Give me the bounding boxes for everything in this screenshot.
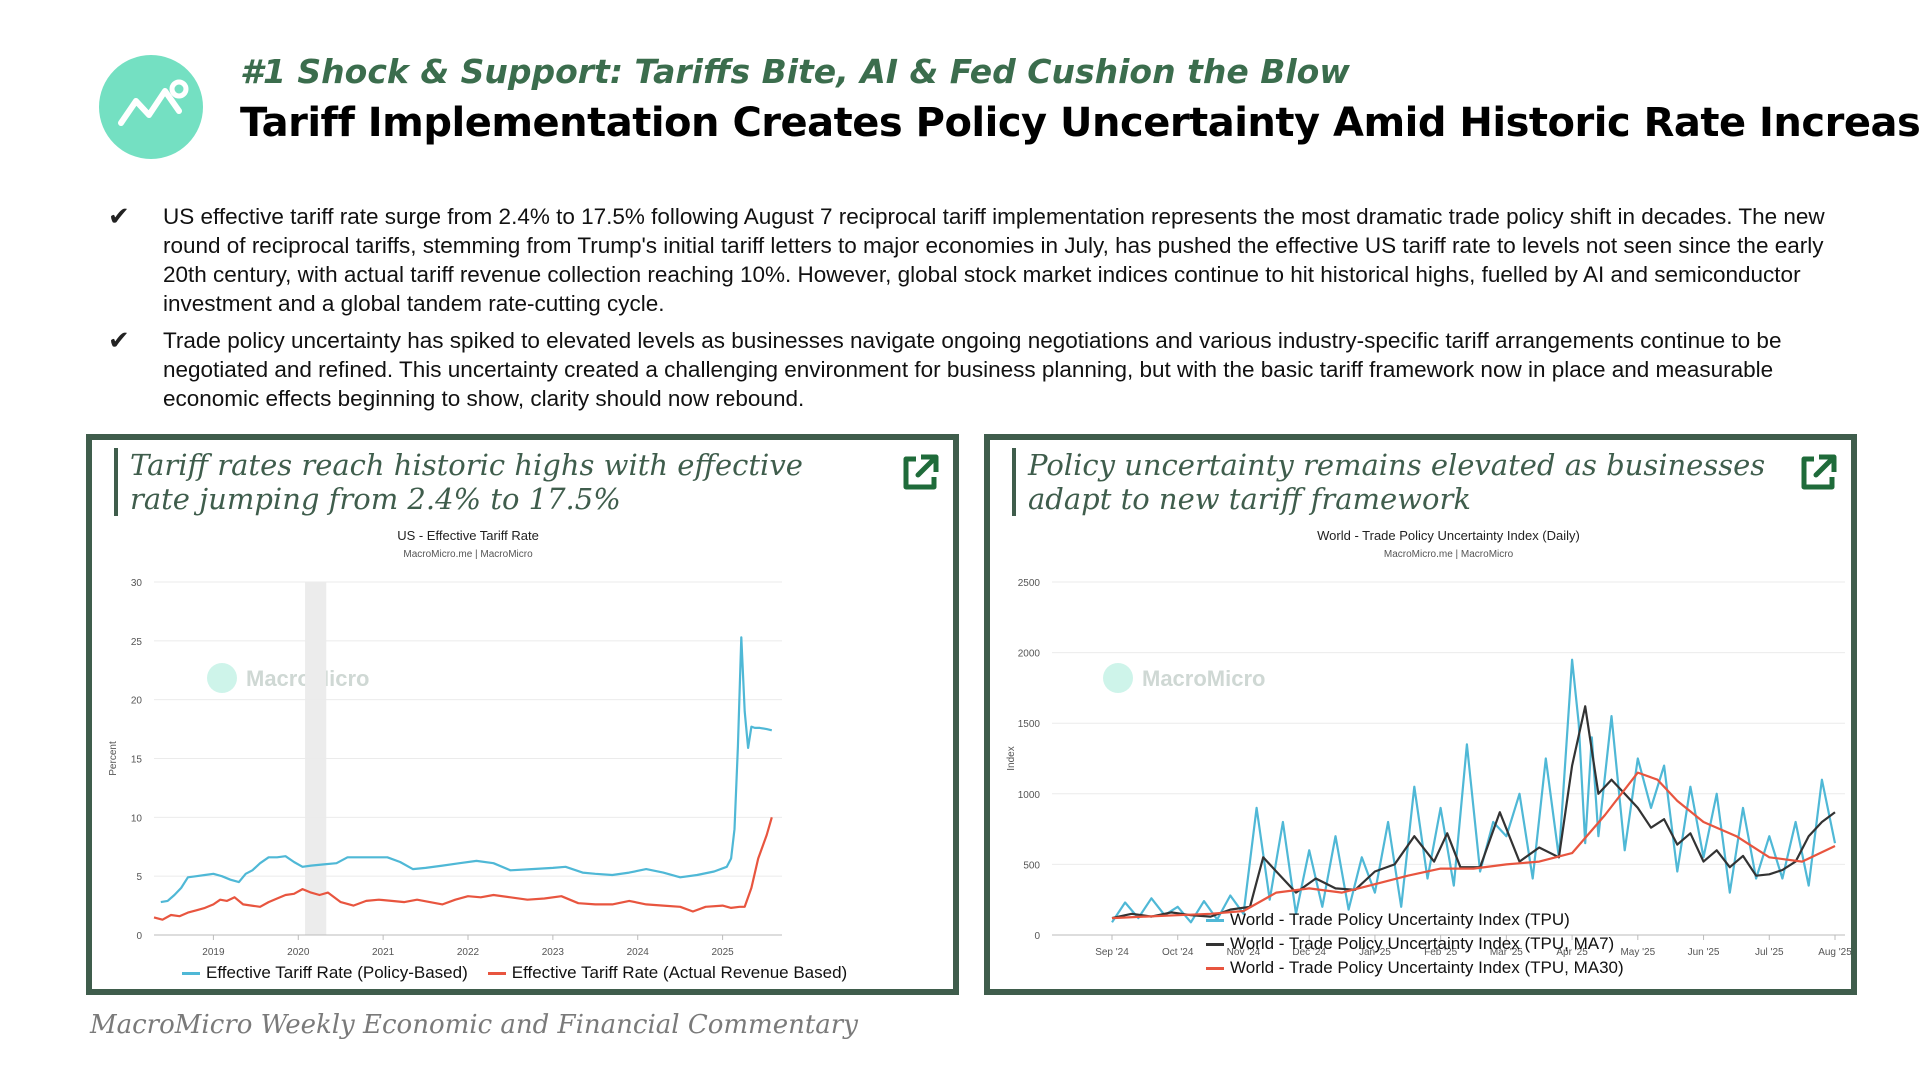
x-tick-label: Jun '25 (1688, 947, 1720, 958)
x-tick-label: 2025 (711, 947, 734, 958)
series-line (1111, 658, 1837, 924)
x-tick-label: Aug '25 (1818, 947, 1851, 958)
legend-swatch (1206, 942, 1224, 946)
x-tick-label: 2020 (287, 947, 310, 958)
y-tick-label: 20 (131, 696, 143, 707)
chart-title: World - Trade Policy Uncertainty Index (… (1317, 530, 1580, 543)
series-line (1111, 705, 1836, 920)
x-tick-label: 2024 (627, 947, 650, 958)
uncertainty-chart-panel: Policy uncertainty remains elevated as b… (984, 434, 1857, 995)
legend-swatch (1206, 918, 1224, 922)
x-tick-label: Apr '25 (1556, 947, 1588, 958)
bullet-text: US effective tariff rate surge from 2.4%… (163, 204, 1825, 316)
bullet-item: ✔ Trade policy uncertainty has spiked to… (108, 326, 1853, 413)
legend-label: Effective Tariff Rate (Actual Revenue Ba… (511, 963, 848, 982)
panel-heading: Policy uncertainty remains elevated as b… (1012, 448, 1768, 516)
x-tick-label: 2022 (457, 947, 480, 958)
y-axis-label: Percent (108, 741, 119, 776)
y-tick-label: 10 (131, 813, 143, 824)
external-link-icon[interactable] (1797, 452, 1839, 494)
brand-logo (99, 55, 203, 159)
bullet-list: ✔ US effective tariff rate surge from 2.… (108, 202, 1853, 421)
chart-subtitle: MacroMicro.me | MacroMicro (403, 549, 533, 560)
page-title: Tariff Implementation Creates Policy Unc… (240, 100, 1920, 146)
legend-swatch (1206, 966, 1224, 970)
legend-label: World - Trade Policy Uncertainty Index (… (1230, 910, 1570, 929)
x-tick-label: 2019 (202, 947, 225, 958)
x-tick-label: Sep '24 (1095, 947, 1129, 958)
y-tick-label: 5 (136, 872, 142, 883)
legend-item: World - Trade Policy Uncertainty Index (… (1206, 910, 1624, 930)
legend-label: World - Trade Policy Uncertainty Index (… (1230, 934, 1615, 953)
uncertainty-line-chart: World - Trade Policy Uncertainty Index (… (1006, 530, 1851, 958)
legend-item: World - Trade Policy Uncertainty Index (… (1206, 934, 1624, 954)
legend-item: Effective Tariff Rate (Actual Revenue Ba… (487, 963, 848, 983)
y-tick-label: 2000 (1018, 649, 1041, 660)
series-line (160, 636, 773, 904)
series-line (153, 816, 773, 921)
x-tick-label: Jan '25 (1359, 947, 1391, 958)
y-tick-label: 0 (136, 931, 142, 942)
checkmark-icon: ✔ (108, 201, 130, 231)
y-tick-label: 2500 (1018, 578, 1041, 589)
x-tick-label: 2021 (372, 947, 395, 958)
watermark-text: MacroMicro (1142, 666, 1265, 691)
x-tick-label: Feb '25 (1424, 947, 1457, 958)
y-tick-label: 1500 (1018, 719, 1041, 730)
y-tick-label: 0 (1034, 931, 1040, 942)
tariff-chart-panel: Tariff rates reach historic highs with e… (86, 434, 959, 995)
y-tick-label: 15 (131, 755, 143, 766)
x-tick-label: Oct '24 (1162, 947, 1194, 958)
y-tick-label: 30 (131, 578, 143, 589)
bullet-text: Trade policy uncertainty has spiked to e… (163, 328, 1782, 411)
x-tick-label: Jul '25 (1755, 947, 1784, 958)
legend-swatch (487, 971, 506, 975)
tariff-line-chart: US - Effective Tariff Rate MacroMicro.me … (108, 530, 782, 958)
x-tick-label: Mar '25 (1490, 947, 1523, 958)
chart-legend: Effective Tariff Rate (Policy-Based) Eff… (182, 963, 847, 983)
external-link-icon[interactable] (899, 452, 941, 494)
legend-item: World - Trade Policy Uncertainty Index (… (1206, 958, 1624, 978)
legend-label: World - Trade Policy Uncertainty Index (… (1230, 958, 1624, 977)
chart-legend: World - Trade Policy Uncertainty Index (… (1206, 910, 1624, 978)
legend-label: Effective Tariff Rate (Policy-Based) (206, 963, 468, 982)
x-tick-label: May '25 (1620, 947, 1655, 958)
chart-title: US - Effective Tariff Rate (397, 530, 539, 543)
checkmark-icon: ✔ (108, 325, 130, 355)
x-tick-label: Dec '24 (1292, 947, 1326, 958)
panel-heading: Tariff rates reach historic highs with e… (114, 448, 870, 516)
chart-trend-icon (118, 79, 189, 126)
x-tick-label: 2023 (542, 947, 565, 958)
y-tick-label: 1000 (1018, 790, 1041, 801)
footer-caption: MacroMicro Weekly Economic and Financial… (90, 1010, 858, 1040)
series-line (1111, 771, 1836, 920)
watermark-logo-icon (207, 663, 237, 693)
y-tick-label: 500 (1023, 860, 1040, 871)
x-tick-label: Nov '24 (1227, 947, 1261, 958)
section-kicker: #1 Shock & Support: Tariffs Bite, AI & F… (240, 52, 1350, 91)
chart-subtitle: MacroMicro.me | MacroMicro (1384, 549, 1514, 560)
legend-swatch (182, 971, 200, 975)
y-axis-label: Index (1006, 746, 1017, 770)
bullet-item: ✔ US effective tariff rate surge from 2.… (108, 202, 1853, 318)
watermark-logo-icon (1103, 663, 1133, 693)
legend-item: Effective Tariff Rate (Policy-Based) (182, 963, 468, 983)
y-tick-label: 25 (131, 637, 143, 648)
